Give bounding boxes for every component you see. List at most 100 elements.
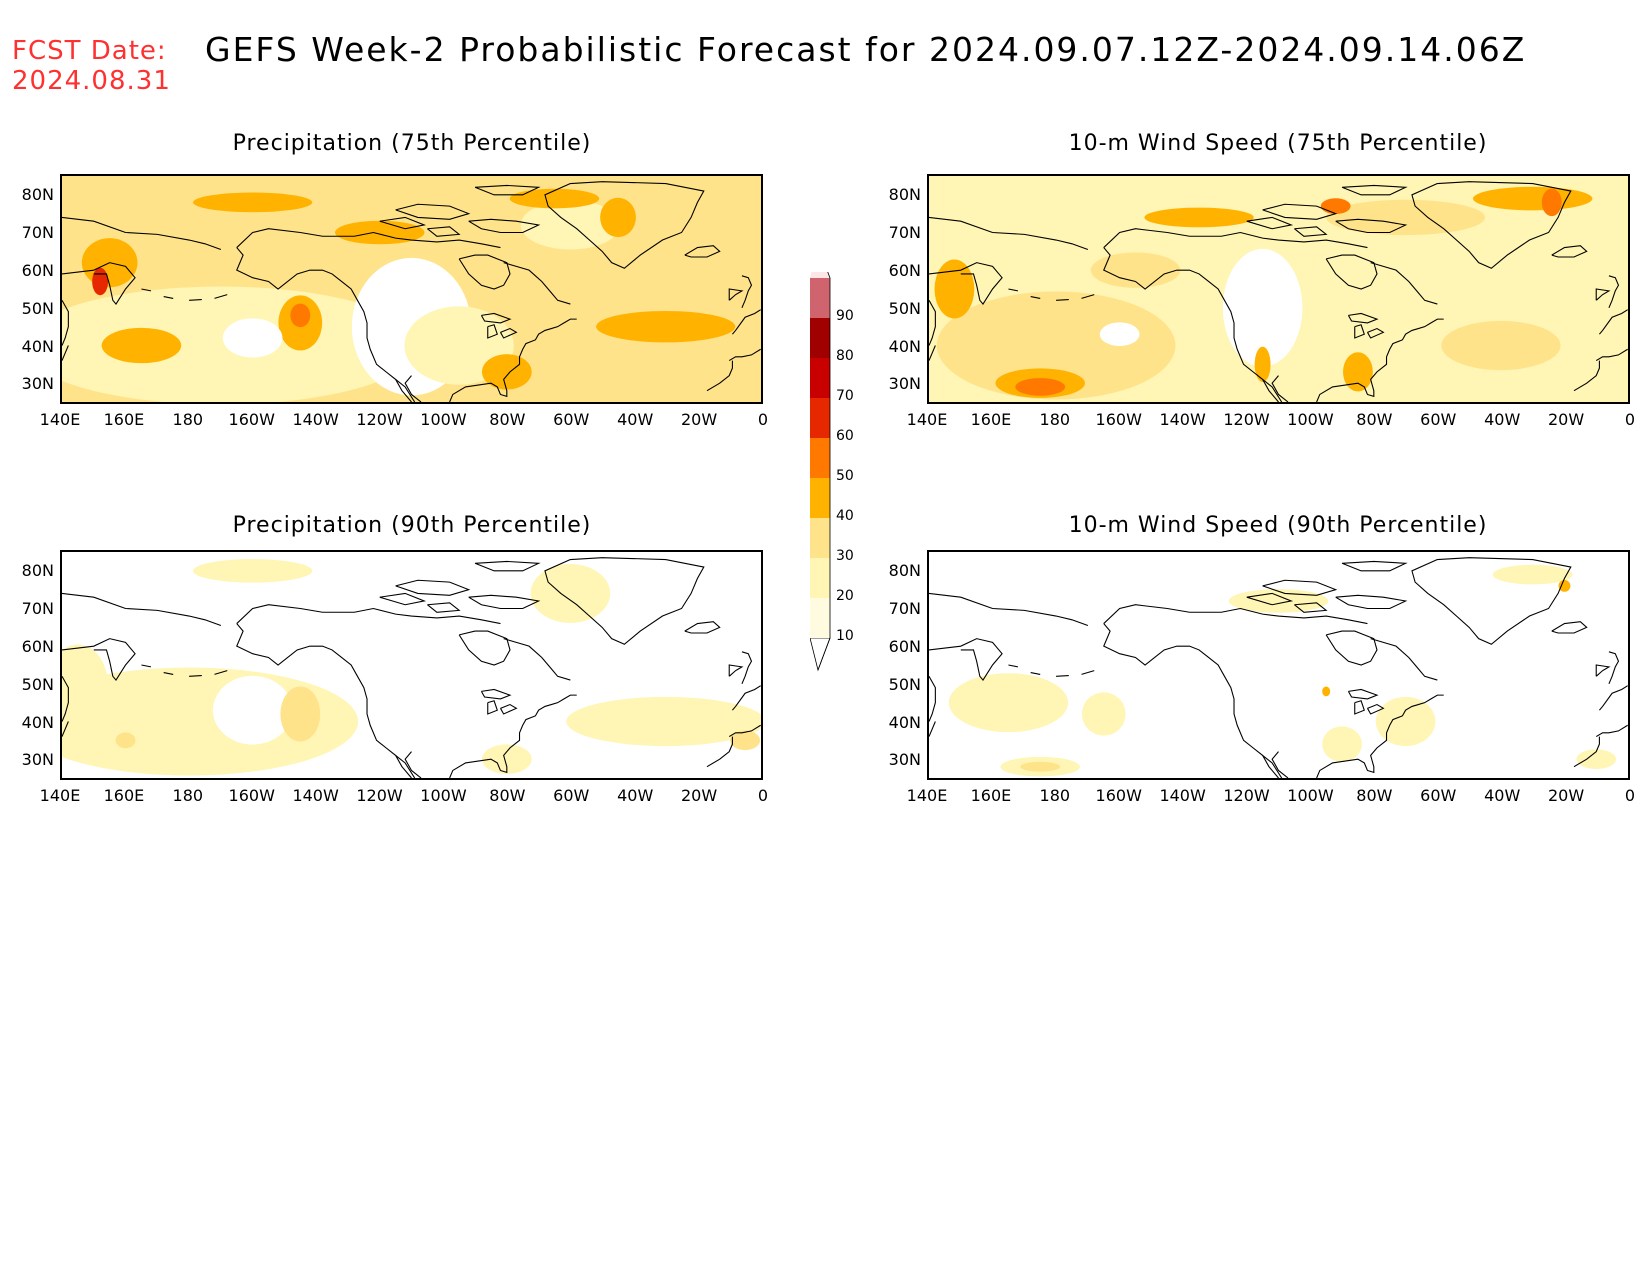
coastline — [1608, 651, 1620, 685]
coastline — [1246, 592, 1294, 606]
coastline — [1354, 324, 1365, 339]
page-title: GEFS Week-2 Probabilistic Forecast for 2… — [205, 30, 1527, 69]
coastline — [1103, 228, 1368, 249]
coastline — [1325, 254, 1378, 290]
lon-label: 180 — [1039, 410, 1071, 429]
lat-label: 70N — [888, 598, 921, 618]
coastline — [1103, 247, 1279, 402]
coastline — [684, 621, 721, 634]
coastline — [1608, 275, 1620, 309]
coastline — [1262, 579, 1338, 596]
lon-label: 120W — [1223, 786, 1270, 805]
coastline — [404, 375, 422, 402]
coastline — [449, 318, 577, 402]
lat-label: 70N — [21, 222, 54, 242]
coastline — [189, 299, 202, 301]
coastline — [1551, 621, 1588, 634]
lon-label: 140W — [1159, 410, 1206, 429]
colorbar-graphic — [809, 245, 831, 672]
probability-contour — [1375, 696, 1436, 747]
coastline — [929, 345, 936, 361]
probability-contour — [1099, 322, 1140, 346]
probability-contour — [212, 675, 293, 745]
colorbar-segment — [810, 518, 830, 558]
colorbar-segment — [810, 358, 830, 398]
probability-contour — [62, 644, 108, 724]
coastline — [395, 378, 416, 402]
probability-contour — [1473, 186, 1593, 211]
coastline — [1341, 560, 1408, 572]
lon-label: 100W — [1287, 786, 1334, 805]
coastline — [189, 675, 202, 677]
lon-label: 140E — [906, 786, 948, 805]
lon-label: 60W — [553, 786, 590, 805]
coastline — [731, 309, 761, 335]
lat-label: 40N — [21, 336, 54, 356]
coastline — [1335, 594, 1408, 610]
map-wind-75 — [927, 174, 1630, 404]
lon-label: 40W — [617, 786, 654, 805]
colorbar-segment — [810, 558, 830, 598]
coastline — [236, 247, 412, 402]
lat-label: 30N — [888, 374, 921, 394]
coastline — [214, 670, 228, 675]
probability-contour — [1144, 207, 1254, 228]
lon-label: 160W — [228, 410, 275, 429]
colorbar-label: 10 — [836, 628, 854, 644]
coastline — [379, 592, 427, 606]
probability-contour — [934, 259, 975, 319]
lon-label: 140W — [1159, 786, 1206, 805]
probability-contour — [1081, 692, 1126, 736]
lon-label: 20W — [1547, 786, 1585, 805]
lon-label: 120W — [356, 410, 403, 429]
coastline — [1598, 309, 1628, 335]
probability-contour — [1541, 188, 1562, 217]
lon-label: 180 — [1039, 786, 1071, 805]
coastline — [62, 638, 136, 681]
coastline — [1262, 378, 1283, 402]
coastline — [706, 736, 733, 768]
coastline — [395, 203, 471, 220]
coastline — [544, 557, 705, 645]
colorbar-label: 80 — [836, 348, 854, 364]
lat-label: 30N — [888, 750, 921, 770]
map-precip-90 — [60, 550, 763, 780]
coastline — [1341, 184, 1408, 196]
coastline — [929, 262, 1003, 305]
coastline — [1262, 754, 1283, 778]
coastline — [731, 685, 761, 711]
lon-label: 0 — [757, 786, 769, 805]
panel-title-wind-90: 10-m Wind Speed (90th Percentile) — [1068, 513, 1488, 538]
coastline — [1081, 294, 1095, 299]
colorbar-label: 60 — [836, 428, 854, 444]
lon-label: 60W — [553, 410, 590, 429]
coastline — [1370, 262, 1438, 305]
probability-contour — [1343, 352, 1373, 392]
coastline — [62, 721, 69, 737]
lon-label: 160W — [1095, 786, 1142, 805]
probability-contour — [509, 188, 600, 209]
coastline — [1056, 299, 1069, 301]
lon-label: 20W — [680, 786, 718, 805]
lon-label: 60W — [1420, 410, 1457, 429]
probability-contour — [1222, 248, 1303, 367]
coastline — [62, 300, 69, 346]
coastline — [1347, 312, 1379, 324]
coastline — [1103, 623, 1279, 778]
probability-contour — [280, 686, 321, 742]
coastline — [503, 262, 571, 305]
coastline — [1598, 685, 1628, 711]
lat-label: 50N — [21, 674, 54, 694]
map-graphic — [62, 176, 761, 402]
coastline — [1030, 296, 1041, 299]
probability-contour — [1576, 749, 1617, 769]
panel-title-precip-75: Precipitation (75th Percentile) — [232, 131, 592, 156]
lon-label: 120W — [1223, 410, 1270, 429]
coastline — [1246, 216, 1294, 230]
coastline — [487, 700, 498, 715]
coastline — [728, 288, 744, 301]
lon-label: 140E — [39, 410, 81, 429]
coastline — [1370, 638, 1438, 681]
lon-label: 160E — [970, 410, 1012, 429]
coastline — [1081, 670, 1095, 675]
